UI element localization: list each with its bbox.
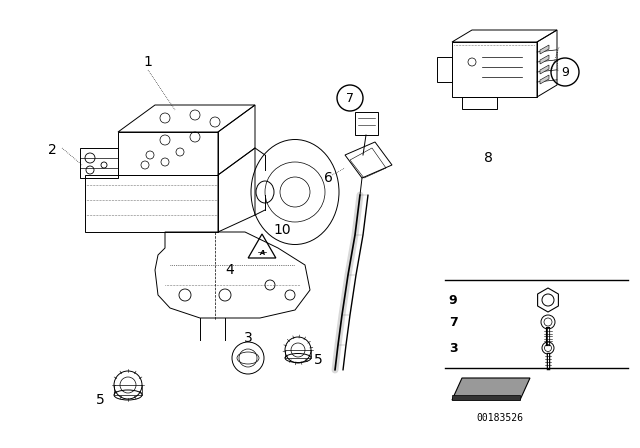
Text: A: A — [259, 250, 265, 256]
Text: 3: 3 — [244, 331, 252, 345]
Text: 4: 4 — [226, 263, 234, 277]
Text: 7: 7 — [346, 91, 354, 104]
Polygon shape — [540, 45, 549, 54]
Text: 2: 2 — [47, 143, 56, 157]
Text: 7: 7 — [449, 315, 458, 328]
Polygon shape — [540, 75, 549, 84]
Text: 5: 5 — [314, 353, 323, 367]
Text: 3: 3 — [449, 341, 458, 354]
Text: 10: 10 — [273, 223, 291, 237]
Polygon shape — [452, 378, 530, 400]
Text: 5: 5 — [95, 393, 104, 407]
Text: 8: 8 — [484, 151, 492, 165]
Text: 00183526: 00183526 — [477, 413, 524, 423]
Text: 9: 9 — [449, 293, 458, 306]
Text: 9: 9 — [561, 65, 569, 78]
Polygon shape — [540, 55, 549, 64]
Polygon shape — [540, 65, 549, 74]
Text: 1: 1 — [143, 55, 152, 69]
Text: 6: 6 — [324, 171, 332, 185]
Polygon shape — [452, 395, 520, 400]
